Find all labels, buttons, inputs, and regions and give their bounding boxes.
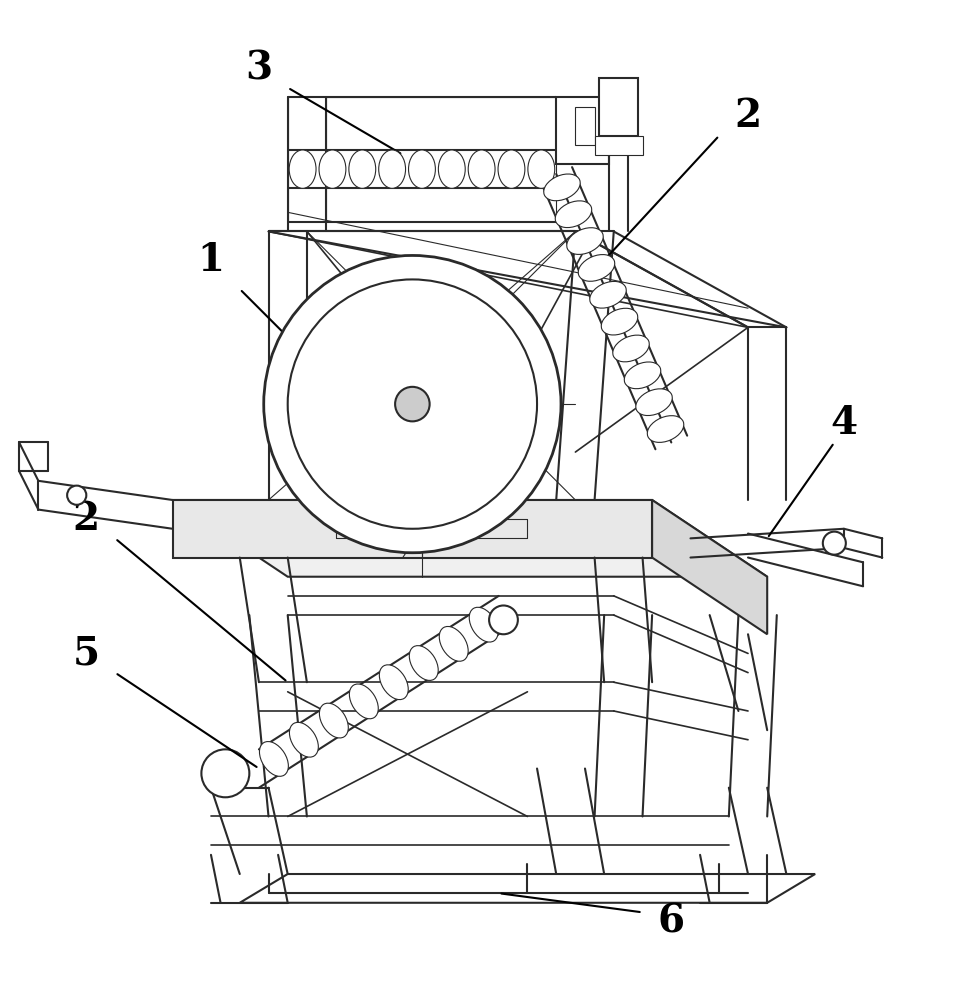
Ellipse shape <box>647 416 684 442</box>
Circle shape <box>823 532 846 555</box>
Ellipse shape <box>469 607 498 642</box>
Ellipse shape <box>409 646 438 680</box>
Ellipse shape <box>439 626 468 661</box>
Ellipse shape <box>498 150 525 188</box>
Ellipse shape <box>567 228 603 254</box>
Ellipse shape <box>319 703 348 738</box>
Bar <box>556 97 609 164</box>
Ellipse shape <box>601 308 638 335</box>
Ellipse shape <box>555 201 592 228</box>
Polygon shape <box>652 500 767 634</box>
Ellipse shape <box>349 684 378 719</box>
Ellipse shape <box>409 150 435 188</box>
Ellipse shape <box>290 150 316 188</box>
Text: 5: 5 <box>73 634 100 672</box>
Bar <box>297 375 527 433</box>
Ellipse shape <box>349 150 376 188</box>
Ellipse shape <box>590 281 626 308</box>
Circle shape <box>264 255 561 553</box>
Ellipse shape <box>527 150 554 188</box>
Ellipse shape <box>260 742 289 776</box>
Polygon shape <box>173 500 652 558</box>
Ellipse shape <box>290 722 318 757</box>
Text: 1: 1 <box>198 241 224 279</box>
Circle shape <box>201 749 249 797</box>
Circle shape <box>67 486 86 505</box>
Text: 2: 2 <box>735 97 761 135</box>
Bar <box>599 78 638 136</box>
Ellipse shape <box>319 150 346 188</box>
Bar <box>575 107 595 145</box>
Bar <box>384 289 441 519</box>
Circle shape <box>395 387 430 421</box>
Text: 3: 3 <box>246 49 272 87</box>
Ellipse shape <box>544 174 580 201</box>
Ellipse shape <box>613 335 649 362</box>
Circle shape <box>489 605 518 634</box>
Polygon shape <box>173 500 767 577</box>
Text: 4: 4 <box>830 404 857 442</box>
Bar <box>595 136 643 155</box>
Circle shape <box>288 279 537 529</box>
Ellipse shape <box>624 362 661 389</box>
Polygon shape <box>240 874 815 903</box>
Ellipse shape <box>636 389 672 416</box>
Ellipse shape <box>380 665 409 700</box>
Text: 2: 2 <box>73 500 100 538</box>
Ellipse shape <box>379 150 406 188</box>
Ellipse shape <box>468 150 495 188</box>
Ellipse shape <box>438 150 465 188</box>
Text: 6: 6 <box>658 903 685 941</box>
Ellipse shape <box>578 255 615 281</box>
